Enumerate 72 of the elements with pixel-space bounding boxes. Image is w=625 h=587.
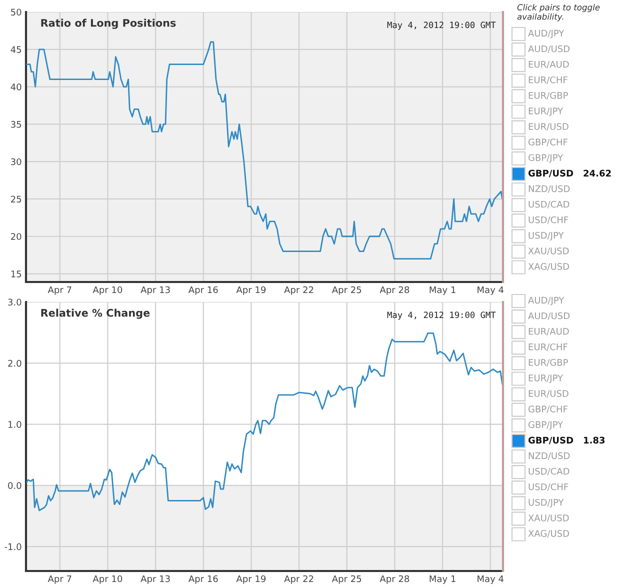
text: Relative % Change	[41, 308, 150, 319]
category-label: XAG/USD	[528, 263, 569, 271]
category-label: GBP/USD	[528, 170, 574, 178]
category-label: EUR/AUD	[528, 61, 569, 68]
category-label: GBP/JPY	[528, 421, 564, 430]
y-tick-label: 2.0	[8, 360, 22, 367]
category-label: XAG/USD	[528, 530, 569, 538]
category-label: EUR/USD	[528, 123, 568, 131]
x-tick-label: May 4	[478, 286, 504, 295]
x-tick-label: May 4	[478, 575, 504, 584]
annotation: May 4, 2012 19:00 GMT	[387, 22, 496, 30]
text: 24.62	[584, 170, 611, 177]
x-tick-label: May 1	[430, 575, 456, 584]
category-label: AUD/USD	[528, 45, 570, 53]
category-label: AUD/JPY	[528, 296, 564, 306]
category-label: EUR/JPY	[528, 108, 564, 116]
category-label: USD/CHF	[528, 483, 568, 491]
y-tick-label: 15	[11, 270, 22, 278]
annotation: May 4, 2012 19:00 GMT	[387, 312, 496, 320]
category-label: GBP/JPY	[528, 154, 564, 163]
category-label: GBP/CHF	[528, 406, 568, 414]
x-tick-label: Apr 10	[92, 286, 122, 295]
x-tick-label: Apr 28	[380, 575, 410, 584]
category-label: XAU/USD	[528, 247, 569, 256]
x-tick-label: Apr 13	[140, 286, 170, 295]
x-tick-label: Apr 22	[284, 286, 314, 295]
category-label: AUD/JPY	[528, 30, 564, 38]
y-tick-label: 0.0	[8, 482, 22, 489]
y-tick-label: 25	[11, 196, 22, 203]
y-tick-label: 20	[11, 233, 22, 240]
category-label: XAU/USD	[528, 514, 569, 522]
category-label: AUD/USD	[528, 312, 570, 320]
category-label: USD/CAD	[528, 468, 570, 476]
category-label: EUR/AUD	[528, 328, 569, 336]
y-tick-label: 30	[11, 158, 22, 166]
y-tick-label: 1.0	[8, 421, 22, 428]
category-label: GBP/CHF	[528, 138, 568, 146]
text: 1.83	[584, 436, 605, 444]
x-tick-label: Apr 13	[140, 575, 170, 584]
x-tick-label: May 1	[430, 286, 456, 295]
x-tick-label: Apr 10	[92, 575, 122, 584]
x-tick-label: Apr 16	[188, 575, 218, 584]
category-label: EUR/GBP	[528, 358, 568, 367]
category-label: USD/CHF	[528, 216, 568, 224]
y-tick-label: 50	[11, 8, 22, 16]
y-tick-label: 3.0	[8, 298, 22, 306]
category-label: USD/JPY	[528, 232, 564, 240]
y-tick-label: -1.0	[4, 543, 22, 550]
x-tick-label: Apr 7	[48, 575, 72, 584]
category-label: GBP/USD	[528, 436, 574, 444]
x-tick-label: Apr 25	[332, 286, 362, 295]
x-tick-label: Apr 25	[332, 575, 362, 584]
y-tick-label: 45	[10, 46, 22, 53]
x-tick-label: Apr 7	[48, 286, 72, 295]
category-label: NZD/USD	[528, 452, 570, 460]
category-label: EUR/USD	[528, 390, 568, 398]
x-tick-label: Apr 19	[236, 286, 266, 295]
x-tick-label: Apr 28	[380, 286, 410, 295]
category-label: EUR/JPY	[528, 374, 564, 384]
x-tick-label: Apr 16	[188, 286, 218, 295]
category-label: EUR/GBP	[528, 92, 568, 100]
category-label: USD/JPY	[528, 498, 564, 508]
category-label: EUR/CHF	[528, 343, 568, 351]
y-tick-label: 35	[11, 120, 22, 128]
text: Ratio of Long Positions	[41, 18, 176, 29]
category-label: NZD/USD	[528, 185, 570, 193]
y-tick-label: 40	[10, 84, 22, 90]
text: Click pairs to toggle availability.	[517, 4, 600, 22]
category-label: USD/CAD	[528, 200, 570, 208]
x-tick-label: Apr 22	[284, 575, 314, 584]
x-tick-label: Apr 19	[236, 575, 266, 584]
category-label: EUR/CHF	[528, 76, 568, 84]
